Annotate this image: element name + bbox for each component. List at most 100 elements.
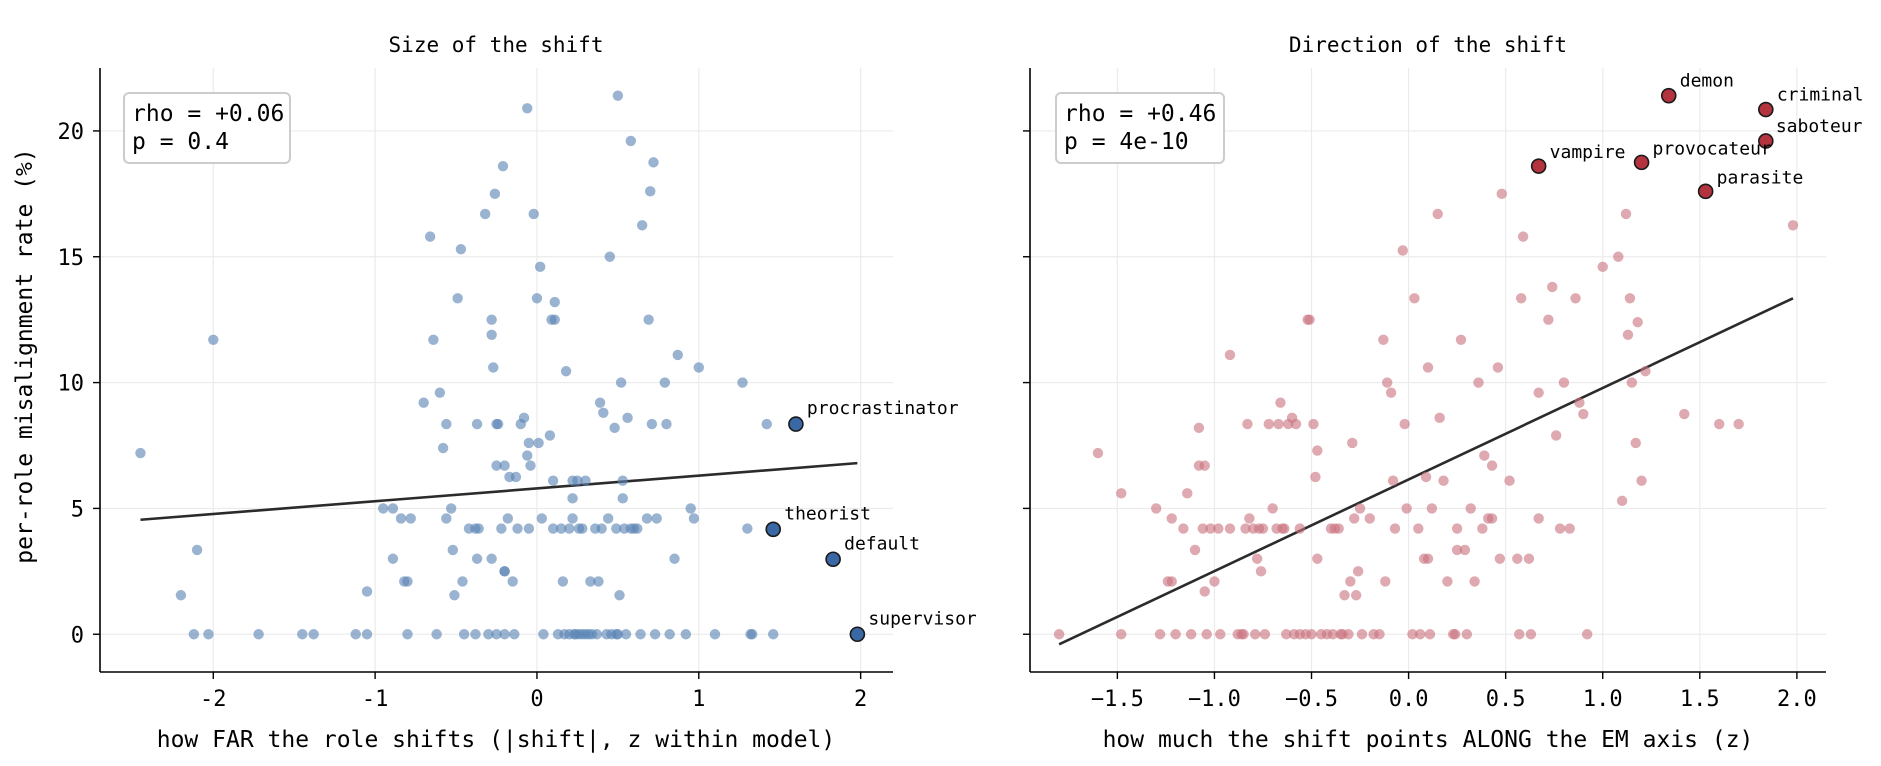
data-point [742, 523, 753, 534]
data-point [1543, 314, 1554, 325]
data-point [308, 629, 319, 640]
data-point [1053, 629, 1065, 640]
data-point [1632, 316, 1643, 328]
data-point [1250, 629, 1261, 640]
data-point [1279, 523, 1290, 534]
data-point [1525, 629, 1537, 640]
data-point [1733, 418, 1744, 430]
data-point [488, 362, 499, 373]
data-point [547, 475, 559, 486]
data-point [768, 629, 779, 640]
data-point [1382, 377, 1393, 388]
data-point [479, 208, 491, 220]
data-point [1273, 418, 1284, 430]
data-point [1630, 437, 1641, 449]
y-tick-label: 10 [58, 372, 85, 397]
data-point [1597, 261, 1608, 273]
fit-line-layer [140, 461, 858, 522]
data-point [1213, 523, 1224, 534]
highlight-layer: demon criminal saboteur vampire provocateur p… [1530, 71, 1864, 200]
data-point [1304, 314, 1315, 325]
data-point [612, 90, 624, 101]
data-point [1308, 418, 1319, 430]
ticks: −1.5 −1.0 −0.5 0.0 0.5 1.0 1.5 2.0 [1023, 130, 1817, 712]
stats-box: rho = +0.06 p = 0.4 [123, 92, 291, 164]
data-point [1350, 590, 1362, 601]
data-point [1523, 553, 1535, 564]
data-point [1374, 629, 1385, 640]
data-point [609, 422, 620, 434]
data-point [497, 160, 509, 172]
data-point [361, 586, 373, 597]
y-tick-label: 5 [71, 497, 84, 522]
data-point [1257, 523, 1269, 534]
data-point [1255, 566, 1267, 577]
data-point [1240, 523, 1251, 534]
data-point [491, 629, 502, 640]
data-point [709, 629, 721, 640]
data-point [1578, 408, 1589, 420]
data-point [1242, 418, 1253, 430]
data-point [525, 460, 536, 471]
data-point [1281, 629, 1292, 640]
data-point [556, 523, 567, 534]
data-point [557, 576, 569, 587]
data-point [1626, 377, 1638, 388]
data-point [424, 231, 436, 242]
data-point [402, 576, 413, 587]
data-point [1640, 366, 1651, 377]
data-point [387, 503, 399, 514]
data-point [1558, 377, 1570, 388]
data-point [680, 629, 692, 640]
data-point [489, 188, 501, 200]
x-tick-label: 1.0 [1583, 687, 1623, 712]
x-tick-label: 0.0 [1389, 687, 1429, 712]
data-point [499, 629, 510, 640]
data-point [431, 629, 442, 640]
highlight-label-saboteur: saboteur [1776, 116, 1863, 137]
data-point [664, 629, 675, 640]
data-point [622, 412, 633, 424]
y-tick-label: 15 [58, 246, 85, 271]
data-point [1424, 629, 1436, 640]
data-point [1201, 629, 1212, 640]
data-point [1438, 475, 1449, 486]
data-point [455, 244, 467, 255]
data-point [1189, 544, 1201, 556]
data-point [611, 523, 622, 534]
data-point [1389, 523, 1401, 534]
data-point [492, 418, 504, 430]
data-point [1259, 629, 1271, 640]
data-point [564, 523, 575, 534]
data-point [688, 513, 700, 524]
data-point [1622, 329, 1634, 340]
data-point [1182, 488, 1193, 499]
data-point [651, 513, 662, 524]
data-point [523, 523, 535, 534]
data-point [1564, 523, 1575, 534]
highlight-label-supervisor: supervisor [868, 608, 977, 629]
data-point [1116, 488, 1127, 499]
data-point [378, 503, 389, 514]
data-point [297, 629, 308, 640]
data-point [614, 590, 625, 601]
data-point [1422, 362, 1434, 373]
data-point [418, 397, 429, 408]
data-point [387, 553, 399, 564]
data-point [253, 629, 264, 640]
data-point [1215, 629, 1226, 640]
data-point [1150, 503, 1162, 514]
data-point [458, 629, 470, 640]
data-point [1380, 576, 1391, 587]
data-point [661, 418, 672, 430]
stats-rho: rho = +0.06 [132, 101, 284, 127]
data-point [1352, 566, 1364, 577]
fit-line-layer [1058, 297, 1794, 646]
data-point [1533, 387, 1544, 398]
stats-box: rho = +0.46 p = 4e-10 [1055, 92, 1225, 164]
data-point [1616, 495, 1628, 507]
data-point [1420, 471, 1432, 483]
data-point [1345, 576, 1356, 587]
